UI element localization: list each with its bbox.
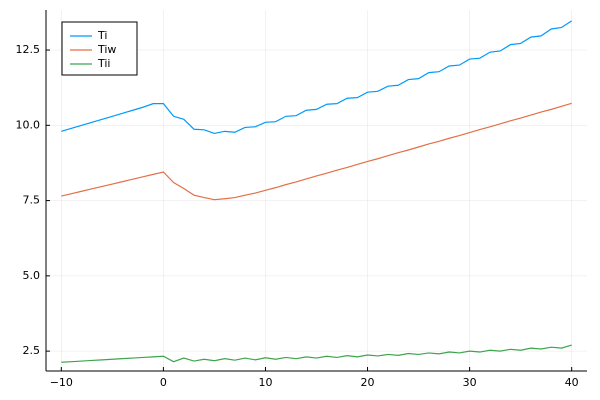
- x-tick-label: 30: [463, 376, 477, 389]
- x-tick-label: 10: [258, 376, 272, 389]
- x-tick-label: −10: [50, 376, 73, 389]
- y-tick-label: 7.5: [23, 194, 41, 207]
- y-tick-label: 12.5: [16, 43, 41, 56]
- series-line: [61, 344, 572, 363]
- x-tick-label: 20: [361, 376, 375, 389]
- y-tick-label: 10.0: [16, 118, 41, 131]
- series-line: [61, 102, 572, 201]
- y-tick-label: 5.0: [23, 269, 41, 282]
- legend-label: Tii: [97, 57, 111, 70]
- legend-label: Tiw: [97, 43, 116, 56]
- series-line: [61, 20, 573, 135]
- x-tick-label: 0: [160, 376, 167, 389]
- y-tick-label: 2.5: [23, 344, 41, 357]
- legend-label: Ti: [97, 29, 107, 42]
- legend-box: [61, 21, 138, 76]
- x-tick-label: 40: [565, 376, 579, 389]
